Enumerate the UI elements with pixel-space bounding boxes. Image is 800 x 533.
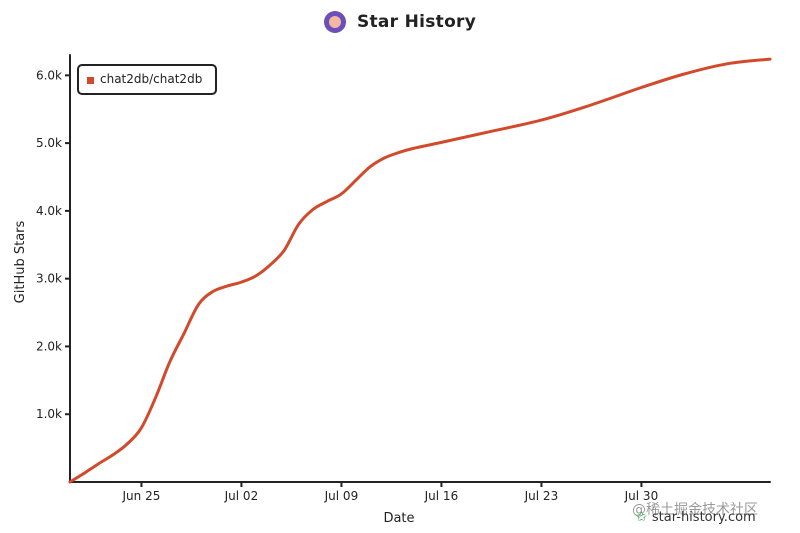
x-tick-label: Jul 16 xyxy=(424,489,459,503)
x-tick-label: Jul 30 xyxy=(624,489,659,503)
x-tick-label: Jul 09 xyxy=(324,489,359,503)
y-tick-label: 6.0k xyxy=(36,68,62,82)
x-axis-label: Date xyxy=(383,511,414,526)
watermark-cn: @稀土掘金技术社区 xyxy=(632,502,758,518)
y-tick-label: 4.0k xyxy=(36,204,62,218)
x-axis-ticks: Jun 25 Jul 02 Jul 09 Jul 16 Jul 23 Jul 30 xyxy=(122,482,659,503)
watermark-site-text[interactable]: star-history.com xyxy=(651,510,756,525)
x-tick-label: Jul 02 xyxy=(224,489,259,503)
legend-swatch xyxy=(87,77,94,84)
y-tick-label: 3.0k xyxy=(36,272,62,286)
star-history-logo-icon xyxy=(323,11,346,33)
chart-title: Star History xyxy=(356,12,477,32)
legend-label: chat2db/chat2db xyxy=(100,72,203,86)
axis-line xyxy=(69,54,771,483)
y-tick-label: 1.0k xyxy=(36,407,62,421)
series-layer xyxy=(68,57,772,484)
x-tick-label: Jun 25 xyxy=(122,489,161,503)
y-tick-label: 2.0k xyxy=(36,339,62,353)
legend: chat2db/chat2db xyxy=(77,64,217,95)
star-icon: ✩ xyxy=(636,510,647,525)
chart-axes xyxy=(69,54,771,483)
y-axis-ticks: 1.0k 2.0k 3.0k 4.0k 5.0k 6.0k xyxy=(36,68,70,421)
series-line-0 xyxy=(68,57,772,484)
y-axis-label: GitHub Stars xyxy=(13,220,28,303)
watermark-site: ✩ star-history.com xyxy=(636,510,756,525)
y-tick-label: 5.0k xyxy=(36,136,62,150)
chart-header: Star History xyxy=(0,11,800,33)
x-tick-label: Jul 23 xyxy=(524,489,559,503)
